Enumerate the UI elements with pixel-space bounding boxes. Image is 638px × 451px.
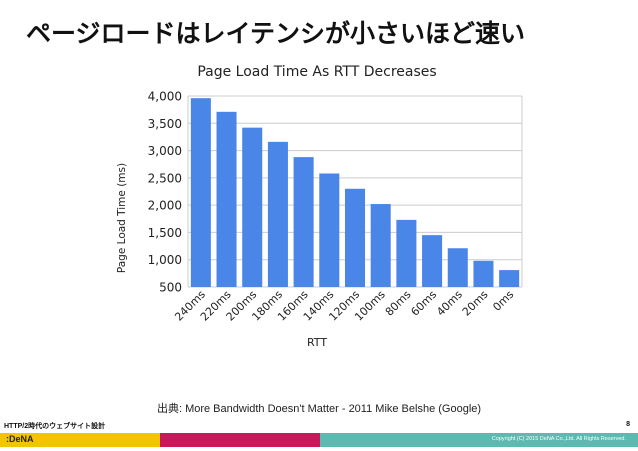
bar — [190, 98, 211, 287]
footer-band-teal — [320, 433, 638, 447]
footer-title: HTTP/2時代のウェブサイト設計 — [4, 423, 106, 430]
bar — [499, 270, 520, 287]
bar — [422, 235, 443, 287]
dena-logo: :DeNA — [6, 434, 34, 444]
y-tick-label: 1,000 — [148, 253, 182, 267]
x-tick-label: 60ms — [408, 288, 439, 319]
chart-title: Page Load Time As RTT Decreases — [197, 64, 436, 80]
y-tick-label: 1,500 — [148, 226, 182, 240]
bar — [319, 173, 340, 287]
bar — [216, 111, 237, 287]
x-tick-label: 80ms — [383, 288, 414, 319]
y-tick-label: 3,000 — [148, 144, 182, 158]
bar — [370, 204, 391, 287]
y-tick-label: 2,000 — [148, 199, 182, 213]
bar — [242, 127, 263, 287]
bar — [473, 260, 494, 287]
bar — [396, 219, 417, 287]
x-axis-label: RTT — [307, 336, 327, 349]
y-axis-ticks: 500 1,000 1,500 2,000 2,500 3,000 3,500 4,000 — [148, 90, 182, 295]
page-number: 8 — [626, 421, 630, 428]
slide-title: ページロードはレイテンシが小さいほど速い — [26, 19, 526, 48]
y-tick-label: 2,500 — [148, 171, 182, 185]
bar — [267, 141, 288, 287]
footer-band-pink — [160, 433, 320, 447]
bar — [293, 157, 314, 287]
bar — [344, 188, 366, 287]
y-axis-label: Page Load Time (ms) — [116, 163, 128, 273]
x-tick-label: 40ms — [434, 288, 465, 319]
y-tick-label: 500 — [159, 281, 182, 295]
y-tick-label: 4,000 — [148, 90, 182, 104]
x-tick-label: 0ms — [490, 288, 516, 314]
bar-series — [190, 98, 520, 287]
y-tick-label: 3,500 — [148, 117, 182, 131]
copyright-text: Copyright (C) 2015 DeNA Co.,Ltd. All Rig… — [491, 436, 626, 442]
source-citation: 出典: More Bandwidth Doesn't Matter - 2011… — [156, 403, 482, 415]
bar — [447, 248, 468, 287]
x-axis-ticks: 240ms220ms200ms180ms160ms140ms120ms100ms… — [172, 288, 516, 324]
x-tick-label: 20ms — [460, 288, 491, 319]
footer-band-yellow — [0, 433, 160, 447]
bar-chart: Page Load Time As RTT Decreases 500 1,000… — [116, 64, 523, 349]
